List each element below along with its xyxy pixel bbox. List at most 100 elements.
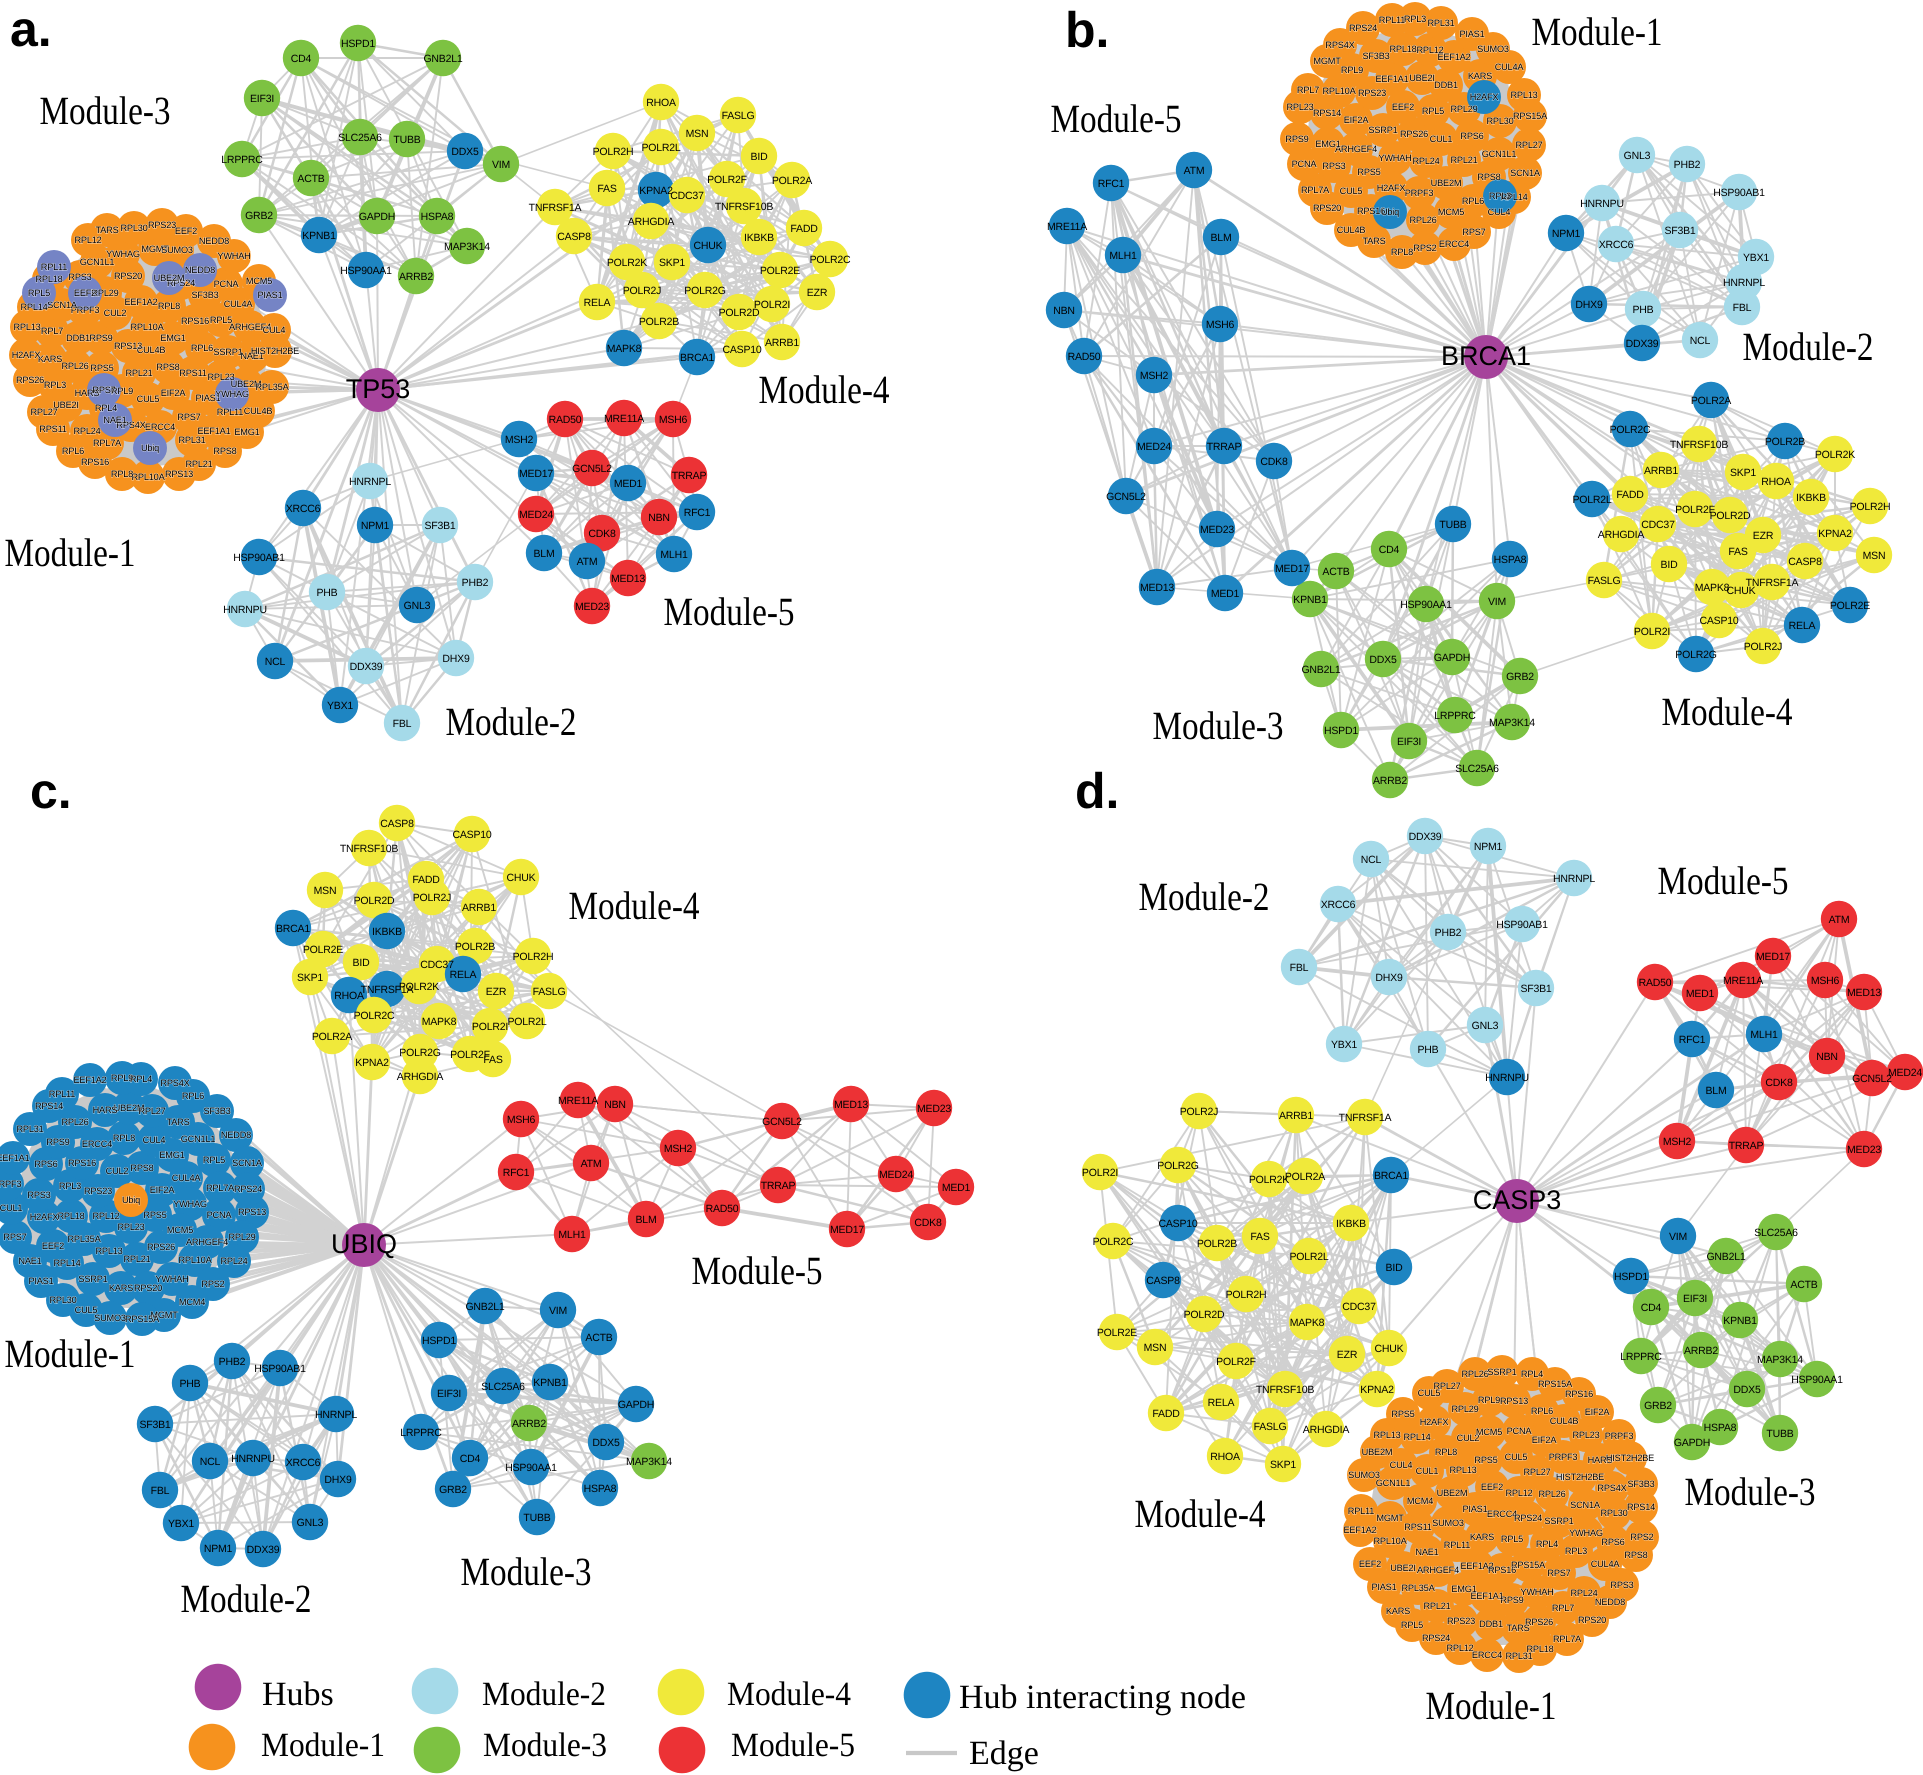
svg-text:TNFRSF1A: TNFRSF1A: [1746, 577, 1799, 589]
svg-text:CUL2: CUL2: [104, 308, 127, 318]
svg-text:RPS26: RPS26: [1400, 129, 1428, 139]
svg-text:RPS13: RPS13: [165, 469, 193, 479]
svg-text:KPNA2: KPNA2: [639, 185, 673, 197]
svg-text:RPL8: RPL8: [113, 1133, 135, 1143]
svg-text:LRPPRC: LRPPRC: [1434, 710, 1476, 722]
svg-text:PRPF3: PRPF3: [0, 1179, 21, 1189]
svg-text:MSH6: MSH6: [1811, 975, 1840, 987]
svg-text:PIAS1: PIAS1: [195, 393, 220, 403]
svg-text:POLR2C: POLR2C: [810, 254, 851, 266]
svg-text:MED23: MED23: [1847, 1144, 1881, 1156]
svg-text:POLR2A: POLR2A: [1285, 1171, 1325, 1183]
svg-text:RPL7A: RPL7A: [1553, 1634, 1582, 1644]
svg-text:RPL11: RPL11: [1379, 15, 1405, 25]
svg-text:RPS11: RPS11: [1404, 1522, 1432, 1532]
svg-text:CUL4: CUL4: [1390, 1460, 1413, 1470]
svg-text:RPS16: RPS16: [81, 457, 109, 467]
svg-text:NBN: NBN: [648, 512, 670, 524]
svg-text:RPL13: RPL13: [95, 1246, 122, 1256]
svg-text:SF3B3: SF3B3: [191, 290, 218, 300]
svg-text:RPL31: RPL31: [16, 1124, 43, 1134]
svg-text:CASP8: CASP8: [380, 818, 414, 830]
svg-text:GAPDH: GAPDH: [618, 1399, 654, 1411]
svg-text:GRB2: GRB2: [1644, 1400, 1672, 1412]
svg-text:POLR2E: POLR2E: [760, 265, 800, 277]
svg-text:NBN: NBN: [604, 1099, 626, 1111]
svg-text:ARRB2: ARRB2: [1373, 775, 1407, 787]
svg-text:FASLG: FASLG: [533, 986, 566, 998]
svg-text:Edge: Edge: [969, 1735, 1039, 1772]
svg-text:Module-5: Module-5: [664, 589, 795, 634]
svg-text:RPS7: RPS7: [92, 385, 115, 395]
svg-text:POLR2B: POLR2B: [1765, 436, 1805, 448]
svg-text:MRE11A: MRE11A: [1723, 975, 1763, 987]
svg-text:IKBKB: IKBKB: [1796, 492, 1826, 504]
svg-text:RPL11: RPL11: [1348, 1506, 1374, 1516]
svg-text:RPL30: RPL30: [1486, 116, 1513, 126]
svg-text:CUL4A: CUL4A: [172, 1173, 202, 1183]
svg-text:RPL4: RPL4: [1521, 1369, 1543, 1379]
svg-text:ACTB: ACTB: [585, 1332, 612, 1344]
svg-text:ERCC4: ERCC4: [1487, 1509, 1517, 1519]
svg-text:KPNB1: KPNB1: [533, 1377, 567, 1389]
svg-text:PRPF3: PRPF3: [1605, 1431, 1634, 1441]
svg-text:SKP1: SKP1: [659, 257, 685, 269]
svg-text:RAD50: RAD50: [706, 1203, 739, 1215]
svg-text:HARS: HARS: [1588, 1455, 1613, 1465]
svg-text:RPS4X: RPS4X: [1325, 40, 1354, 50]
svg-text:TUBB: TUBB: [393, 134, 420, 146]
svg-text:RPL10A: RPL10A: [1373, 1536, 1407, 1546]
svg-text:RPL24: RPL24: [220, 1256, 247, 1266]
svg-text:HNRNPL: HNRNPL: [1723, 277, 1765, 289]
svg-text:TNFRSF10B: TNFRSF10B: [1256, 1384, 1314, 1396]
svg-text:RPL23: RPL23: [1572, 1430, 1599, 1440]
svg-text:RPS4X: RPS4X: [160, 1078, 189, 1088]
svg-text:ATM: ATM: [581, 1158, 602, 1170]
svg-text:TARS: TARS: [1362, 236, 1385, 246]
svg-text:NCL: NCL: [200, 1456, 221, 1468]
svg-text:TRRAP: TRRAP: [1207, 441, 1242, 453]
svg-text:RPS5: RPS5: [1357, 167, 1380, 177]
svg-text:Module-2: Module-2: [1743, 324, 1874, 369]
svg-text:RPL12: RPL12: [1416, 45, 1443, 55]
svg-text:RPL13: RPL13: [13, 322, 40, 332]
svg-text:SUMO3: SUMO3: [1348, 1470, 1380, 1480]
svg-text:GCN5L2: GCN5L2: [1852, 1073, 1892, 1085]
svg-text:SF3B1: SF3B1: [1520, 983, 1551, 995]
svg-text:POLR2E: POLR2E: [1830, 600, 1870, 612]
svg-text:SF3B3: SF3B3: [1362, 51, 1389, 61]
svg-text:RPS3: RPS3: [1610, 1580, 1633, 1590]
svg-text:PCNA: PCNA: [1507, 1426, 1533, 1436]
svg-text:RPL3: RPL3: [1565, 1546, 1587, 1556]
svg-text:RPL8: RPL8: [158, 301, 180, 311]
svg-text:MSH6: MSH6: [507, 1114, 536, 1126]
svg-text:TNFRSF10B: TNFRSF10B: [715, 201, 773, 213]
svg-text:POLR2C: POLR2C: [1610, 424, 1651, 436]
svg-text:RPS2: RPS2: [1413, 243, 1436, 253]
svg-text:POLR2H: POLR2H: [1850, 501, 1891, 513]
svg-text:PHB2: PHB2: [1435, 927, 1462, 939]
svg-text:RPL5: RPL5: [28, 288, 50, 298]
svg-text:RPL7: RPL7: [41, 326, 63, 336]
svg-text:CHUK: CHUK: [1375, 1343, 1404, 1355]
svg-text:RPL7A: RPL7A: [206, 1183, 235, 1193]
svg-text:BID: BID: [1386, 1262, 1404, 1274]
svg-text:MED24: MED24: [1888, 1067, 1922, 1079]
svg-text:MRE11A: MRE11A: [558, 1095, 598, 1107]
svg-text:MED24: MED24: [1137, 441, 1171, 453]
svg-text:RPS15A: RPS15A: [1538, 1379, 1573, 1389]
svg-text:EEF2: EEF2: [1392, 102, 1414, 112]
svg-text:SCN1A: SCN1A: [1570, 1500, 1601, 1510]
svg-text:CUL4A: CUL4A: [1495, 62, 1525, 72]
svg-text:MRE11A: MRE11A: [604, 413, 644, 425]
svg-text:ARRB2: ARRB2: [512, 1418, 546, 1430]
svg-text:RPL7: RPL7: [1297, 85, 1319, 95]
svg-text:NAE1: NAE1: [18, 1256, 41, 1266]
svg-text:MSH2: MSH2: [664, 1143, 693, 1155]
svg-text:CASP10: CASP10: [452, 829, 491, 841]
svg-text:TUBB: TUBB: [1766, 1428, 1793, 1440]
svg-text:FADD: FADD: [412, 874, 440, 886]
svg-text:GNB2L1: GNB2L1: [423, 53, 462, 65]
svg-text:POLR2L: POLR2L: [1289, 1251, 1328, 1263]
svg-text:PHB2: PHB2: [1674, 159, 1701, 171]
